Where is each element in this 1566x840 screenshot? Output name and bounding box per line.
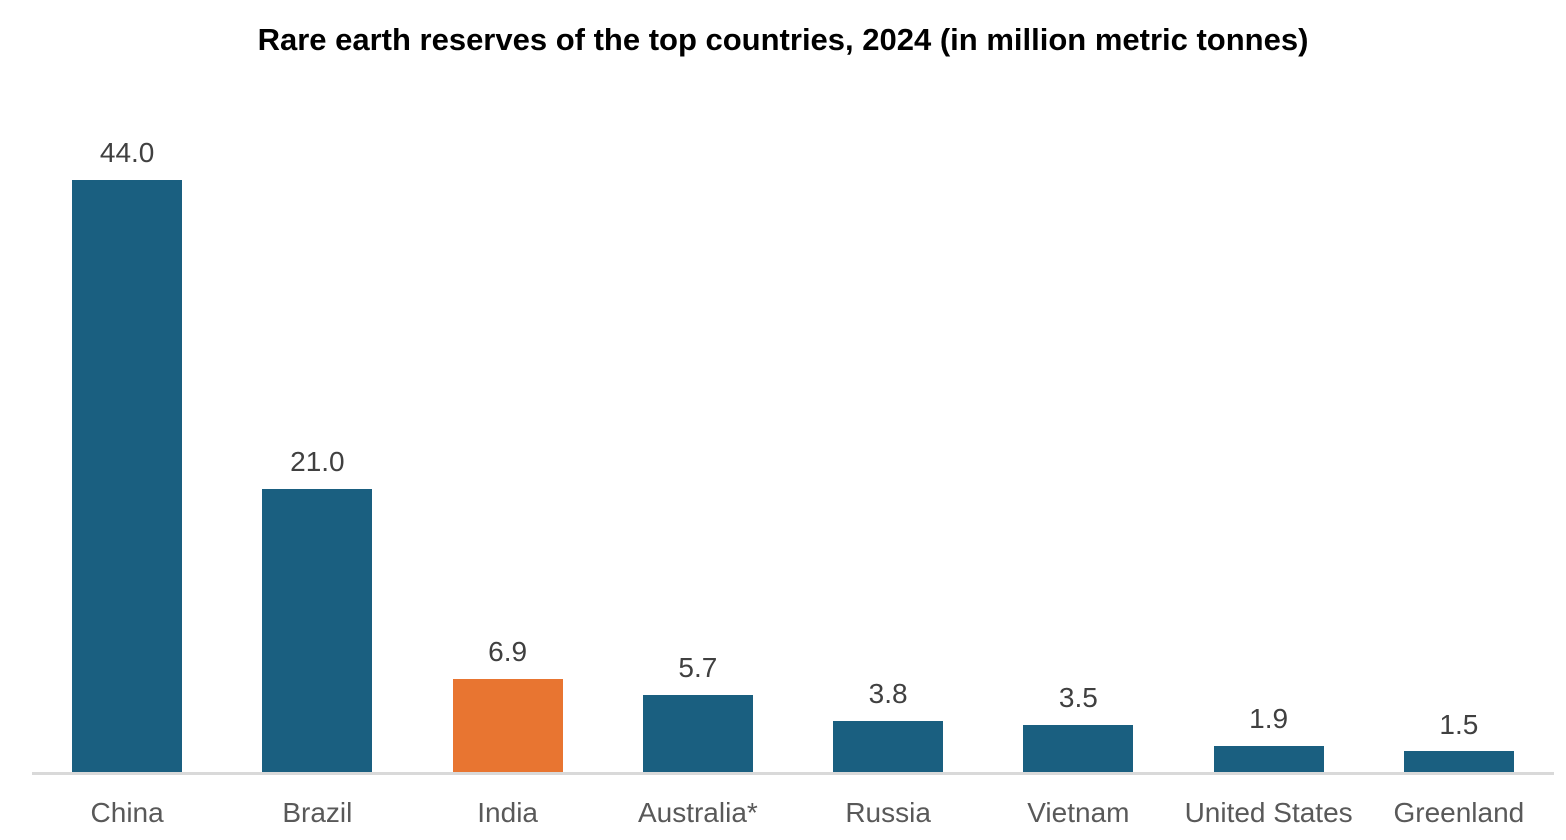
category-label-brazil: Brazil <box>282 796 353 828</box>
bar-value-label-vietnam: 3.5 <box>1058 681 1098 713</box>
bar-australia <box>642 694 753 772</box>
bar-value-label-united-states: 1.9 <box>1249 703 1289 735</box>
bar-vietnam <box>1023 724 1134 772</box>
category-label-greenland: Greenland <box>1393 796 1525 828</box>
category-label-vietnam: Vietnam <box>1027 796 1130 828</box>
bar-value-label-russia: 3.8 <box>868 677 908 709</box>
category-label-china: China <box>90 796 164 828</box>
bar-chart: 44.0 21.0 6.9 5.7 3.8 3.5 1.9 1.5 China Brazil In… <box>32 132 1554 829</box>
category-label-australia: Australia* <box>637 796 758 828</box>
bar-china <box>72 179 183 772</box>
bar-column-russia: 3.8 <box>793 677 983 772</box>
bar-russia <box>833 720 944 772</box>
bar-value-label-india: 6.9 <box>488 636 528 668</box>
bar-column-vietnam: 3.5 <box>983 681 1173 772</box>
bar-value-label-greenland: 1.5 <box>1439 708 1479 740</box>
bar-value-label-australia: 5.7 <box>678 652 718 684</box>
chart-title: Rare earth reserves of the top countries… <box>257 22 1309 57</box>
bar-value-label-china: 44.0 <box>99 136 155 168</box>
bar-column-china: 44.0 <box>32 136 222 772</box>
bar-value-label-brazil: 21.0 <box>290 446 345 478</box>
x-axis-labels: China Brazil India Australia* Russia Vietnam U… <box>32 775 1554 829</box>
bar-column-brazil: 21.0 <box>222 446 412 772</box>
plot-area: 44.0 21.0 6.9 5.7 3.8 3.5 1.9 1.5 <box>32 132 1554 775</box>
bar-united-states <box>1213 746 1324 772</box>
category-label-india: India <box>477 796 538 828</box>
bar-greenland <box>1403 751 1514 772</box>
bar-column-united-states: 1.9 <box>1174 703 1364 772</box>
bar-column-india: 6.9 <box>413 636 603 772</box>
category-label-united-states: United States <box>1184 796 1353 828</box>
bar-column-greenland: 1.5 <box>1364 708 1554 772</box>
category-label-russia: Russia <box>845 796 931 828</box>
bar-brazil <box>262 489 373 772</box>
bar-india <box>452 678 563 772</box>
bar-column-australia: 5.7 <box>603 652 793 772</box>
